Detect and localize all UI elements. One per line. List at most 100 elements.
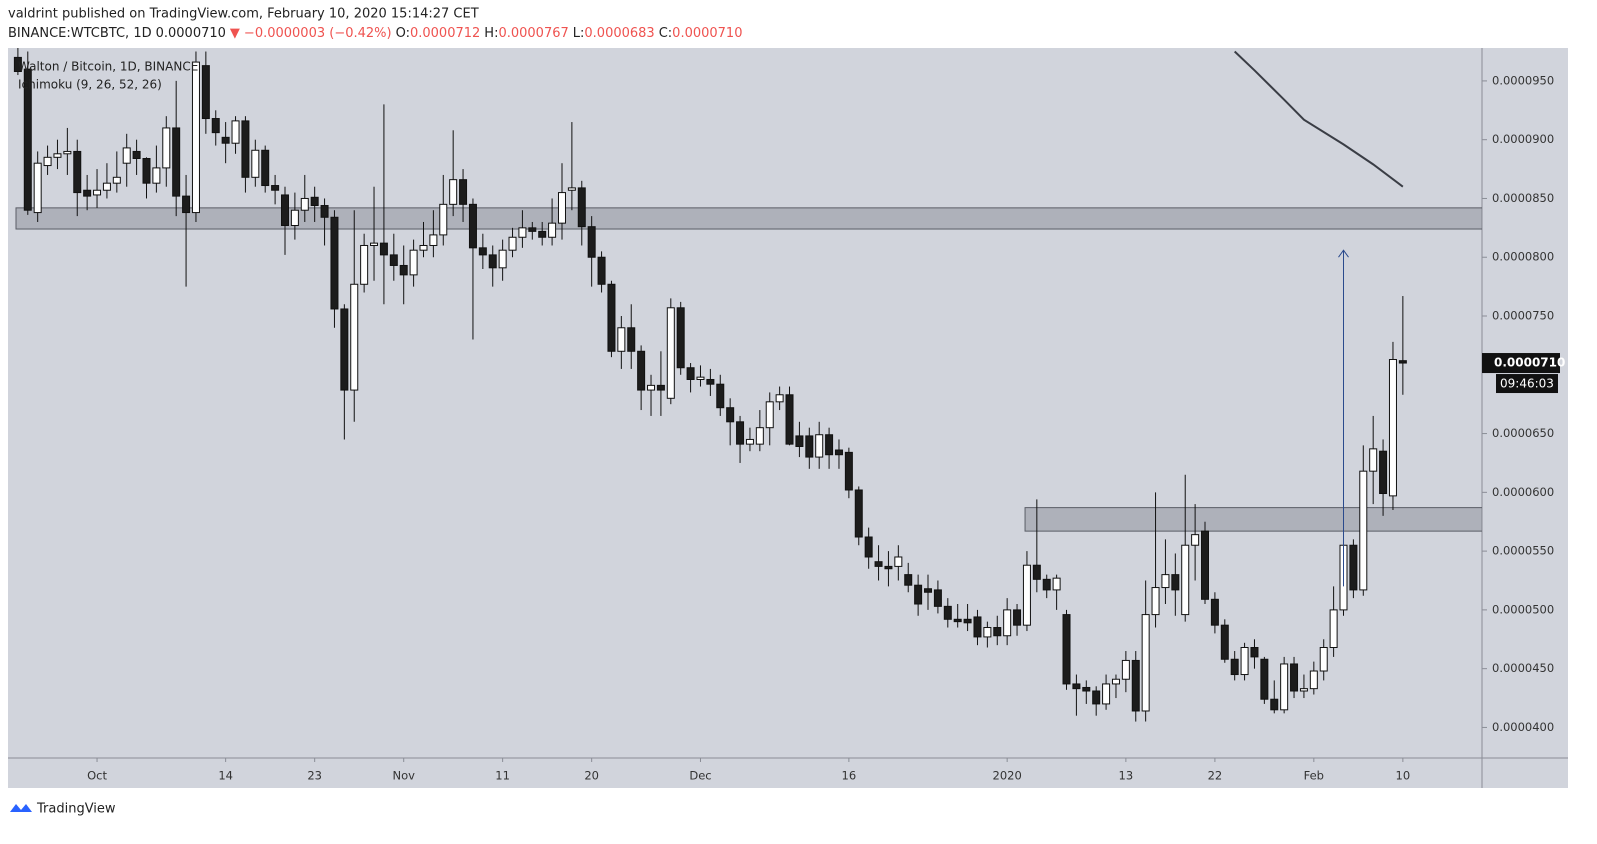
candle-body (1042, 578, 1051, 591)
change: −0.0000003 (−0.42%) (244, 26, 392, 41)
candle-body (43, 156, 52, 167)
candle-body (419, 244, 428, 251)
candle-body (379, 242, 388, 256)
candle-body (478, 247, 487, 256)
ohlc-value: 0.0000767 (498, 26, 568, 41)
x-tick-label: 14 (218, 769, 233, 783)
candle-body (1052, 577, 1061, 591)
y-tick-label: 0.0000400 (1492, 720, 1554, 734)
logo-icon (10, 804, 32, 812)
candle-body (1131, 659, 1140, 712)
candle-body (261, 149, 270, 187)
candle-body (686, 367, 695, 380)
candle-body (102, 182, 111, 191)
candle-body (63, 150, 72, 155)
candle-body (1181, 544, 1190, 616)
candle-body (815, 434, 824, 458)
candle-body (409, 249, 418, 276)
candle-body (251, 149, 260, 178)
candle-body (1003, 609, 1012, 637)
candle-body (122, 147, 131, 164)
change-arrow: ▼ (230, 26, 240, 41)
x-tick-label: 16 (842, 769, 857, 783)
candle-body (557, 192, 566, 224)
countdown-tag (1496, 374, 1558, 394)
y-tick-label: 0.0000550 (1492, 544, 1554, 558)
legend-title: Walton / Bitcoin, 1D, BINANCE (18, 60, 198, 74)
ohlc-value: 0.0000710 (672, 26, 742, 41)
price-zone (1024, 507, 1482, 532)
candle-body (844, 451, 853, 491)
footer-logo: TradingView (10, 802, 116, 817)
x-tick-label: 13 (1119, 769, 1134, 783)
candle-body (726, 407, 735, 423)
candle-body (449, 179, 458, 205)
candle-body (1022, 564, 1031, 626)
indicator-line (1233, 50, 1404, 188)
candle-body (1270, 698, 1279, 711)
candle-body (1309, 670, 1318, 690)
candle-body (1299, 688, 1308, 692)
x-tick-label: Oct (87, 769, 107, 783)
candle-body (330, 216, 339, 310)
candle-body (755, 427, 764, 445)
candle-body (33, 162, 42, 214)
candle-body (271, 185, 280, 191)
published-line: valdrint published on TradingView.com, F… (8, 7, 479, 22)
candle-body (914, 584, 923, 605)
candle-body (656, 384, 665, 391)
countdown: 09:46:03 (1500, 377, 1554, 391)
last-price: 0.0000710 (156, 26, 226, 41)
candle-body (1111, 678, 1120, 685)
candle-body (924, 588, 933, 593)
y-tick-label: 0.0000450 (1492, 661, 1554, 675)
candle-body (399, 264, 408, 276)
x-tick-label: Feb (1304, 769, 1324, 783)
candle-body (884, 565, 893, 570)
candle-body (854, 489, 863, 538)
candle-body (1062, 614, 1071, 685)
candle-body (696, 376, 705, 380)
candle-body (567, 187, 576, 191)
candle-body (1329, 609, 1338, 649)
candle-body (1398, 360, 1407, 364)
candle-body (973, 616, 982, 638)
candle-body (548, 222, 557, 238)
candle-body (1191, 534, 1200, 546)
candle-body (73, 150, 82, 194)
candle-body (1032, 564, 1041, 580)
candle-body (736, 421, 745, 445)
candle-body (943, 605, 952, 620)
candle-body (23, 68, 32, 211)
candle-body (745, 438, 754, 445)
candle-body (765, 401, 774, 429)
ohlc-value: 0.0000712 (410, 26, 480, 41)
candle-body (488, 254, 497, 269)
candle-body (1121, 659, 1130, 680)
candle-body (280, 194, 289, 227)
candle-body (241, 120, 250, 178)
candle-body (874, 561, 883, 567)
candle-body (1141, 614, 1150, 712)
candle-body (142, 157, 151, 184)
candle-body (795, 435, 804, 447)
candle-body (1161, 574, 1170, 589)
x-tick-label: Dec (689, 769, 711, 783)
y-tick-label: 0.0000800 (1492, 250, 1554, 264)
candle-body (983, 627, 992, 638)
x-tick-label: 10 (1396, 769, 1411, 783)
symbol: BINANCE:WTCBTC, 1D (8, 26, 152, 41)
candle-body (597, 256, 606, 285)
candle-body (627, 327, 636, 352)
candle-body (468, 203, 477, 249)
candle-body (825, 434, 834, 456)
candle-body (498, 249, 507, 269)
candle-body (290, 209, 299, 226)
symbol-info: BINANCE:WTCBTC, 1D 0.0000710 ▼ −0.0000003 (… (8, 26, 742, 41)
candle-body (360, 244, 369, 285)
candle-body (834, 449, 843, 456)
ohlc-label: L: (573, 26, 585, 41)
candle-body (1201, 530, 1210, 600)
candle-body (528, 227, 537, 232)
